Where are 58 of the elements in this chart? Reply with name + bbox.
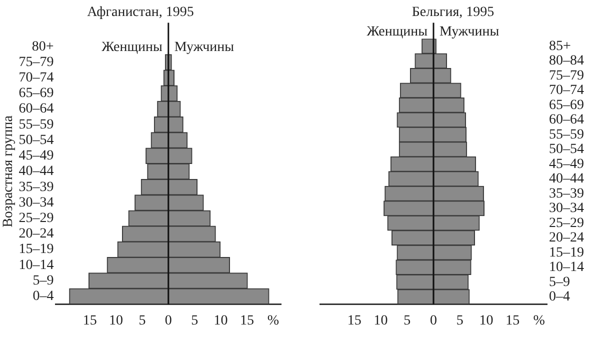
x-tick-label: 5 (138, 313, 146, 328)
x-tick-label: 0 (164, 313, 172, 328)
y-tick-label: 0–4 (32, 289, 54, 304)
x-tick-label: 5 (404, 313, 411, 328)
y-axis-title: Возрастная группа (1, 114, 16, 228)
series-label: Женщины (102, 40, 163, 56)
chart-title: Бельгия, 1995 (412, 5, 494, 20)
x-tick-label: % (267, 313, 280, 328)
x-tick-label: 15 (240, 313, 254, 328)
x-tick-label: 15 (82, 313, 97, 328)
x-tick-label: 10 (479, 313, 494, 328)
y-tick-label: 10–14 (18, 258, 54, 273)
y-tick-label: 45–49 (549, 156, 584, 172)
y-tick-label: 0–4 (549, 290, 570, 304)
y-tick-label: 5–9 (32, 273, 54, 288)
series-label: Мужчины (174, 40, 235, 56)
y-tick-label: 20–24 (549, 230, 584, 246)
y-tick-label: 75–79 (549, 68, 584, 84)
y-tick-label: 15–19 (549, 245, 584, 260)
y-tick-label: 30–34 (549, 201, 584, 216)
chart-title: Афганистан, 1995 (87, 5, 194, 20)
y-tick-label: 30–34 (18, 195, 54, 210)
y-tick-label: 40–44 (18, 164, 54, 180)
y-tick-label: 20–24 (18, 226, 54, 242)
y-tick-label: 5–9 (549, 274, 570, 290)
y-tick-label: 50–54 (18, 132, 54, 148)
y-tick-label: 80+ (32, 39, 54, 54)
x-tick-label: % (533, 313, 546, 328)
y-tick-label: 35–39 (549, 186, 584, 202)
y-tick-label: 55–59 (549, 127, 584, 142)
y-tick-label: 50–54 (549, 142, 584, 158)
y-tick-label: 25–29 (18, 211, 54, 226)
series-label: Мужчины (440, 24, 500, 40)
y-tick-label: 10–14 (549, 260, 584, 276)
x-tick-label: 5 (456, 313, 464, 328)
series-label: Женщины (366, 24, 428, 40)
x-tick-label: 10 (214, 313, 228, 328)
y-tick-label: 55–59 (18, 117, 54, 132)
y-tick-label: 60–64 (18, 102, 54, 117)
y-tick-label: 45–49 (18, 148, 54, 164)
y-tick-label: 80–84 (549, 54, 584, 69)
y-tick-label: 25–29 (549, 216, 584, 231)
y-tick-label: 65–69 (18, 86, 54, 102)
y-tick-label: 40–44 (549, 172, 584, 187)
y-tick-label: 70–74 (549, 83, 584, 98)
y-tick-label: 75–79 (18, 54, 54, 70)
y-tick-label: 85+ (549, 38, 571, 54)
x-tick-label: 15 (347, 313, 362, 328)
x-tick-label: 5 (191, 313, 198, 328)
x-tick-label: 0 (430, 313, 437, 328)
y-tick-label: 60–64 (549, 112, 584, 128)
y-tick-label: 15–19 (18, 242, 54, 258)
x-tick-label: 10 (109, 313, 124, 328)
y-tick-label: 35–39 (18, 180, 54, 195)
x-tick-label: 10 (374, 313, 388, 328)
y-tick-label: 70–74 (18, 70, 54, 86)
y-tick-label: 65–69 (549, 98, 584, 113)
x-tick-label: 15 (506, 313, 520, 328)
